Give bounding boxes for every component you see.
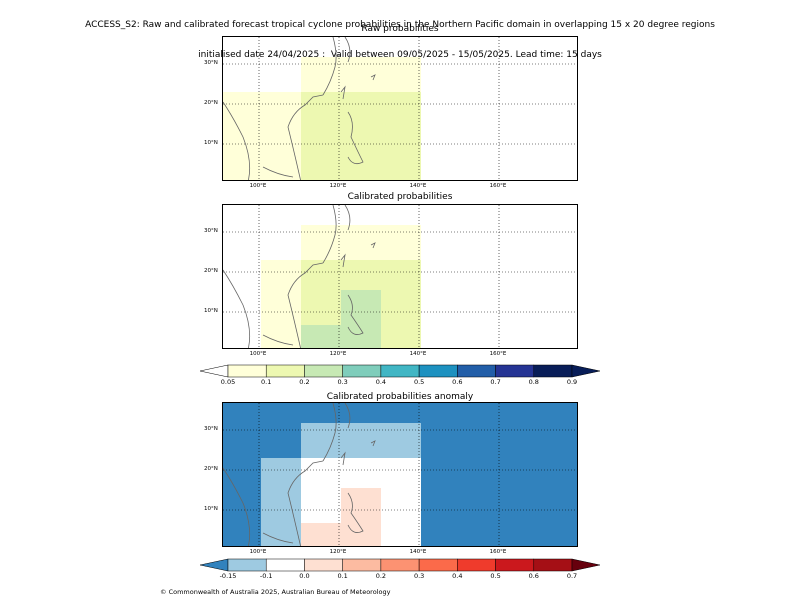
panel1-ytick-10: 10°N <box>204 140 218 146</box>
title-line-2: initialised date 24/04/2025 : Valid betw… <box>198 50 602 60</box>
prob-colorbar-tick-label: 0.6 <box>452 378 463 386</box>
panel2-xtick-160: 160°E <box>489 351 507 357</box>
colorbar-under-arrow <box>199 364 229 378</box>
prob-colorbar-tick-label: 0.9 <box>566 378 578 386</box>
anom-colorbar-cell <box>457 558 496 572</box>
prob-colorbar-cell <box>227 364 267 378</box>
panel1-xtick-160: 160°E <box>489 183 507 189</box>
anom-colorbar-tick-label: 0.6 <box>528 572 539 580</box>
panel3-ytick-30: 30°N <box>204 426 218 432</box>
title-line-1: ACCESS_S2: Raw and calibrated forecast t… <box>85 20 715 30</box>
anom-colorbar-cell <box>304 558 343 572</box>
panel-title-raw: Raw probabilities <box>361 24 439 34</box>
anom-colorbar-cell <box>342 558 382 572</box>
panel3-xtick-120: 120°E <box>329 549 347 555</box>
anom-colorbar-tick-label: 0.5 <box>490 572 501 580</box>
anomaly-map <box>222 402 578 547</box>
anom-colorbar-cell <box>533 558 573 572</box>
anom-colorbar-tick-label: 0.0 <box>299 572 310 580</box>
colorbar-under-arrow <box>199 558 229 572</box>
panel-title-anomaly: Calibrated probabilities anomaly <box>326 392 474 402</box>
anom-colorbar-cell <box>380 558 420 572</box>
probability-cells <box>261 225 421 348</box>
panel2-xtick-100: 100°E <box>249 351 267 357</box>
prob-colorbar-tick-label: 0.4 <box>375 378 387 386</box>
panel1-xtick-100: 100°E <box>249 183 267 189</box>
coastlines <box>223 403 376 546</box>
prob-colorbar-tick-label: 0.05 <box>220 378 236 386</box>
prob-colorbar-tick-label: 0.5 <box>413 378 425 386</box>
anom-colorbar-tick-label: 0.7 <box>566 572 578 580</box>
graticule <box>223 37 577 180</box>
graticule <box>223 205 577 348</box>
panel2-xtick-140: 140°E <box>409 351 427 357</box>
raw-probabilities-map <box>222 36 578 181</box>
panel2-ytick-10: 10°N <box>204 308 218 314</box>
panel2-ytick-20: 20°N <box>204 268 218 274</box>
colorbar-over-arrow <box>571 558 601 572</box>
probability-colorbar <box>199 363 601 382</box>
panel3-ytick-10: 10°N <box>204 506 218 512</box>
colorbar-cells <box>227 558 573 572</box>
coastlines <box>223 37 376 180</box>
anom-colorbar-tick-label: -0.15 <box>219 572 237 580</box>
anom-colorbar-tick-label: 0.1 <box>337 572 348 580</box>
prob-colorbar-tick-label: 0.7 <box>490 378 501 386</box>
colorbar-cells <box>227 364 573 378</box>
copyright-footer: © Commonwealth of Australia 2025, Austra… <box>160 588 391 596</box>
probability-cells <box>223 57 421 180</box>
calibrated-probabilities-map <box>222 204 578 349</box>
panel3-xtick-140: 140°E <box>409 549 427 555</box>
panel3-xtick-100: 100°E <box>249 549 267 555</box>
panel1-xtick-120: 120°E <box>329 183 347 189</box>
panel2-ytick-30: 30°N <box>204 228 218 234</box>
panel3-xtick-160: 160°E <box>489 549 507 555</box>
anom-colorbar-cell <box>265 558 305 572</box>
prob-colorbar-cell <box>457 364 496 378</box>
prob-colorbar-cell <box>304 364 343 378</box>
prob-colorbar-cell <box>342 364 382 378</box>
anom-colorbar-tick-label: 0.2 <box>375 572 387 580</box>
anomaly-cells <box>223 403 577 546</box>
anom-colorbar-cell <box>418 558 458 572</box>
coastlines <box>223 205 376 348</box>
panel2-xtick-120: 120°E <box>329 351 347 357</box>
prob-colorbar-cell <box>265 364 305 378</box>
prob-colorbar-cell <box>495 364 535 378</box>
panel-title-calibrated: Calibrated probabilities <box>347 192 453 202</box>
figure-title: ACCESS_S2: Raw and calibrated forecast t… <box>0 0 800 70</box>
panel1-ytick-20: 20°N <box>204 100 218 106</box>
anom-colorbar-cell <box>495 558 535 572</box>
panel1-ytick-30: 30°N <box>204 60 218 66</box>
panel1-xtick-140: 140°E <box>409 183 427 189</box>
prob-colorbar-cell <box>380 364 420 378</box>
panel3-ytick-20: 20°N <box>204 466 218 472</box>
prob-colorbar-tick-label: 0.1 <box>261 378 272 386</box>
prob-colorbar-cell <box>533 364 573 378</box>
anom-colorbar-tick-label: 0.3 <box>413 572 425 580</box>
graticule <box>223 403 577 546</box>
anomaly-colorbar <box>199 557 601 576</box>
prob-colorbar-tick-label: 0.3 <box>337 378 348 386</box>
anom-colorbar-tick-label: -0.1 <box>259 572 273 580</box>
colorbar-over-arrow <box>571 364 601 378</box>
anom-colorbar-cell <box>227 558 267 572</box>
prob-colorbar-tick-label: 0.2 <box>299 378 310 386</box>
prob-colorbar-tick-label: 0.8 <box>528 378 539 386</box>
anom-colorbar-tick-label: 0.4 <box>452 572 463 580</box>
prob-colorbar-cell <box>418 364 458 378</box>
